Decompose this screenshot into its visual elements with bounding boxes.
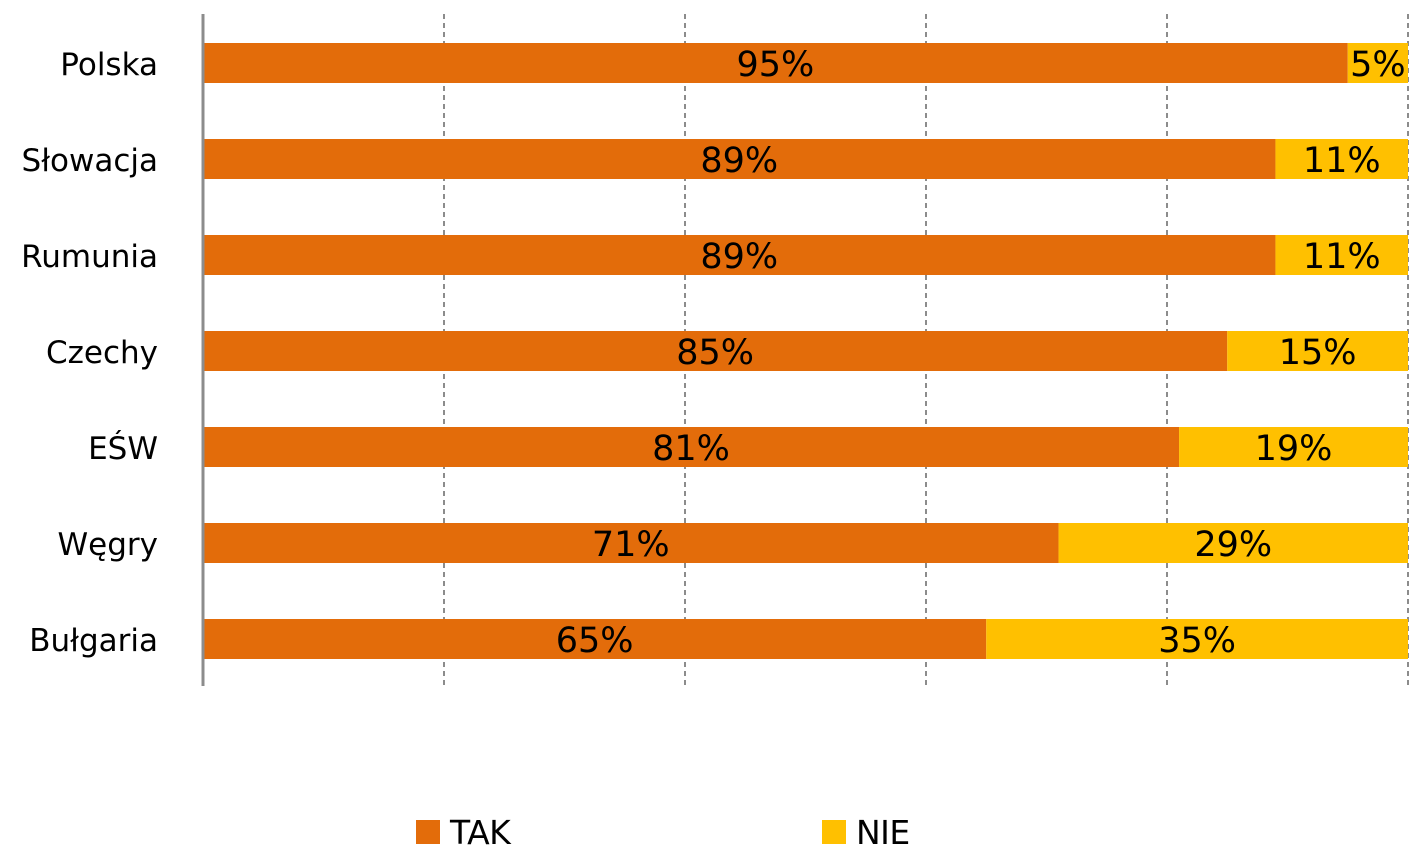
bar-tak — [203, 523, 1059, 563]
bar-nie — [1275, 235, 1408, 275]
data-label: 15% — [1279, 333, 1357, 373]
bar-tak — [203, 427, 1180, 467]
bar-nie — [1275, 139, 1408, 179]
data-label: 19% — [1255, 429, 1333, 469]
legend-label-tak: TAK — [450, 812, 511, 852]
legend-swatch-nie — [822, 820, 846, 844]
data-label: 81% — [652, 429, 730, 469]
bar-tak — [203, 139, 1276, 179]
bar-tak — [203, 43, 1348, 83]
data-label: 11% — [1303, 237, 1381, 277]
data-label: 11% — [1303, 141, 1381, 181]
bar-nie — [1227, 331, 1408, 371]
legend-swatch-tak — [416, 820, 440, 844]
category-label: Rumunia — [21, 239, 158, 275]
bar-tak — [203, 331, 1228, 371]
data-label: 71% — [592, 525, 670, 565]
legend-item-nie: NIE — [822, 812, 910, 852]
bar-nie — [1347, 43, 1408, 83]
data-label: 89% — [700, 237, 778, 277]
data-label: 29% — [1194, 525, 1272, 565]
bar-nie — [1179, 427, 1408, 467]
category-label: EŚW — [88, 430, 158, 467]
bar-nie — [986, 619, 1408, 659]
bar-chart-svg: 95% 5% Polska 89% 11% Słowacja 89% 11% Rumunia 85… — [21, 14, 1409, 686]
category-label: Czechy — [46, 335, 158, 371]
bars: 95% 5% Polska 89% 11% Słowacja 89% 11% Rumunia 85… — [21, 43, 1408, 661]
bar-tak — [203, 619, 987, 659]
category-label: Słowacja — [22, 143, 158, 179]
data-label: 95% — [736, 45, 814, 85]
data-label: 65% — [556, 621, 634, 661]
category-label: Węgry — [58, 527, 159, 563]
data-label: 35% — [1158, 621, 1236, 661]
data-label: 5% — [1350, 45, 1406, 85]
data-label: 89% — [700, 141, 778, 181]
category-label: Bułgaria — [29, 623, 158, 659]
bar-tak — [203, 235, 1276, 275]
data-label: 85% — [676, 333, 754, 373]
bar-nie — [1058, 523, 1408, 563]
legend-label-nie: NIE — [856, 812, 910, 852]
legend: TAK NIE — [0, 812, 1412, 852]
legend-item-tak: TAK — [416, 812, 511, 852]
category-label: Polska — [60, 47, 158, 83]
